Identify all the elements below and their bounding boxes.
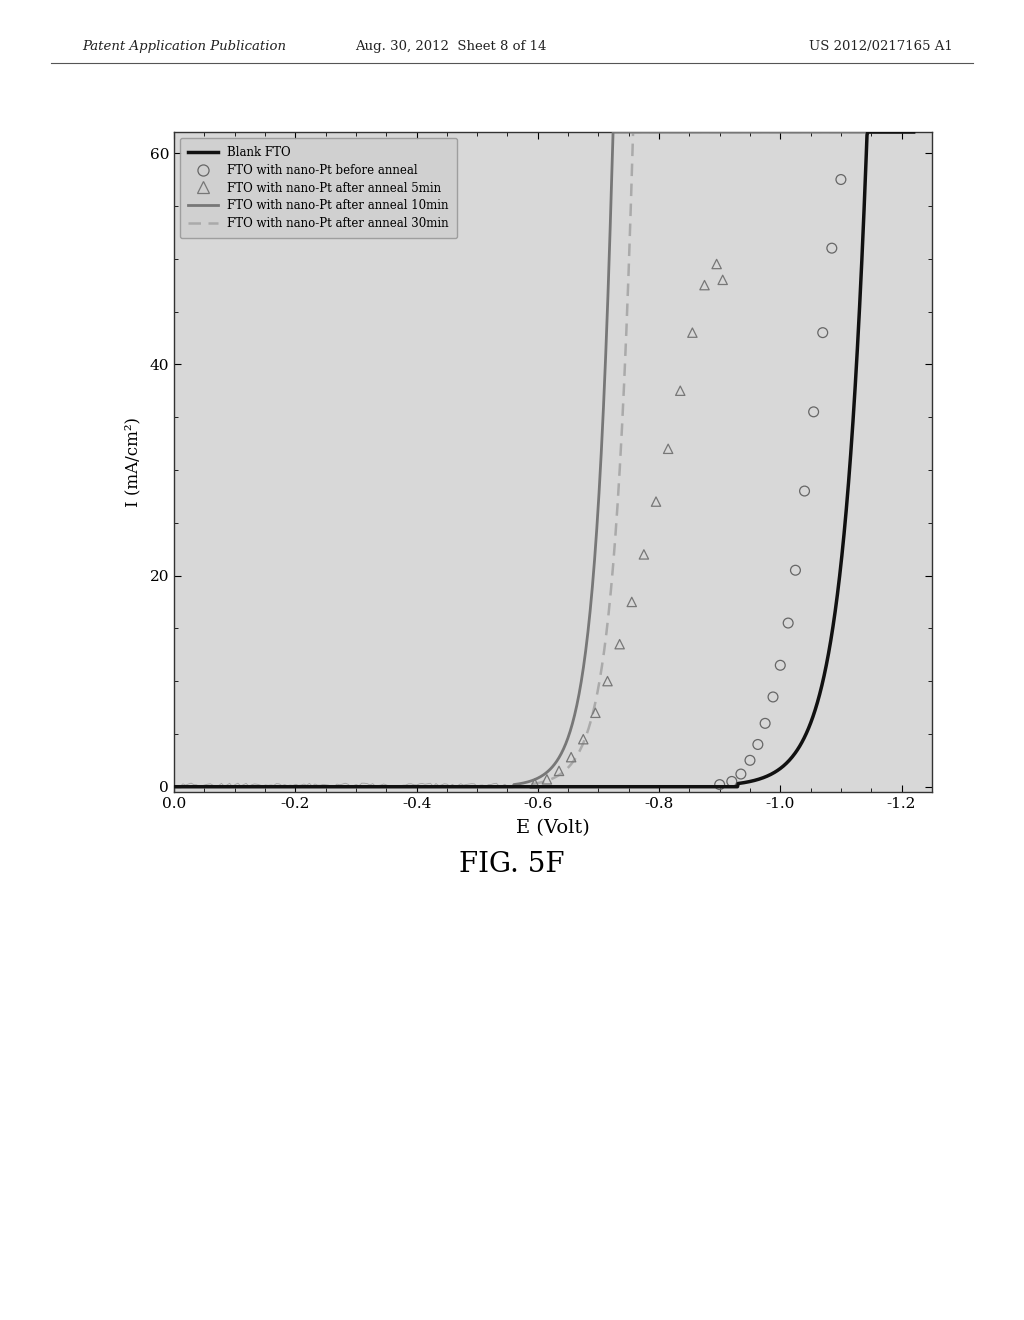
Text: US 2012/0217165 A1: US 2012/0217165 A1: [809, 40, 952, 53]
Point: [672, 380, 688, 401]
Point: [636, 544, 652, 565]
Point: [715, 269, 731, 290]
X-axis label: E (Volt): E (Volt): [516, 820, 590, 837]
Point: [575, 729, 592, 750]
Point: [526, 774, 543, 795]
Point: [539, 768, 555, 789]
Text: FIG. 5F: FIG. 5F: [459, 851, 565, 878]
Point: [563, 747, 580, 768]
Text: Aug. 30, 2012  Sheet 8 of 14: Aug. 30, 2012 Sheet 8 of 14: [355, 40, 546, 53]
Point: [684, 322, 700, 343]
Point: [587, 702, 603, 723]
Point: [787, 560, 804, 581]
Point: [823, 238, 840, 259]
Point: [648, 491, 665, 512]
Point: [757, 713, 773, 734]
Legend: Blank FTO, FTO with nano-Pt before anneal, FTO with nano-Pt after anneal 5min, F: Blank FTO, FTO with nano-Pt before annea…: [180, 137, 457, 239]
Point: [814, 322, 830, 343]
Point: [709, 253, 725, 275]
Point: [659, 438, 676, 459]
Point: [611, 634, 628, 655]
Point: [551, 760, 567, 781]
Point: [624, 591, 640, 612]
Point: [806, 401, 822, 422]
Point: [696, 275, 713, 296]
Point: [765, 686, 781, 708]
Y-axis label: I (mA/cm²): I (mA/cm²): [124, 417, 141, 507]
Point: [797, 480, 813, 502]
Point: [741, 750, 758, 771]
Point: [833, 169, 849, 190]
Point: [724, 771, 740, 792]
Point: [599, 671, 615, 692]
Point: [733, 763, 750, 784]
Point: [780, 612, 797, 634]
Text: Patent Application Publication: Patent Application Publication: [82, 40, 286, 53]
Point: [772, 655, 788, 676]
Point: [712, 774, 728, 795]
Point: [750, 734, 766, 755]
